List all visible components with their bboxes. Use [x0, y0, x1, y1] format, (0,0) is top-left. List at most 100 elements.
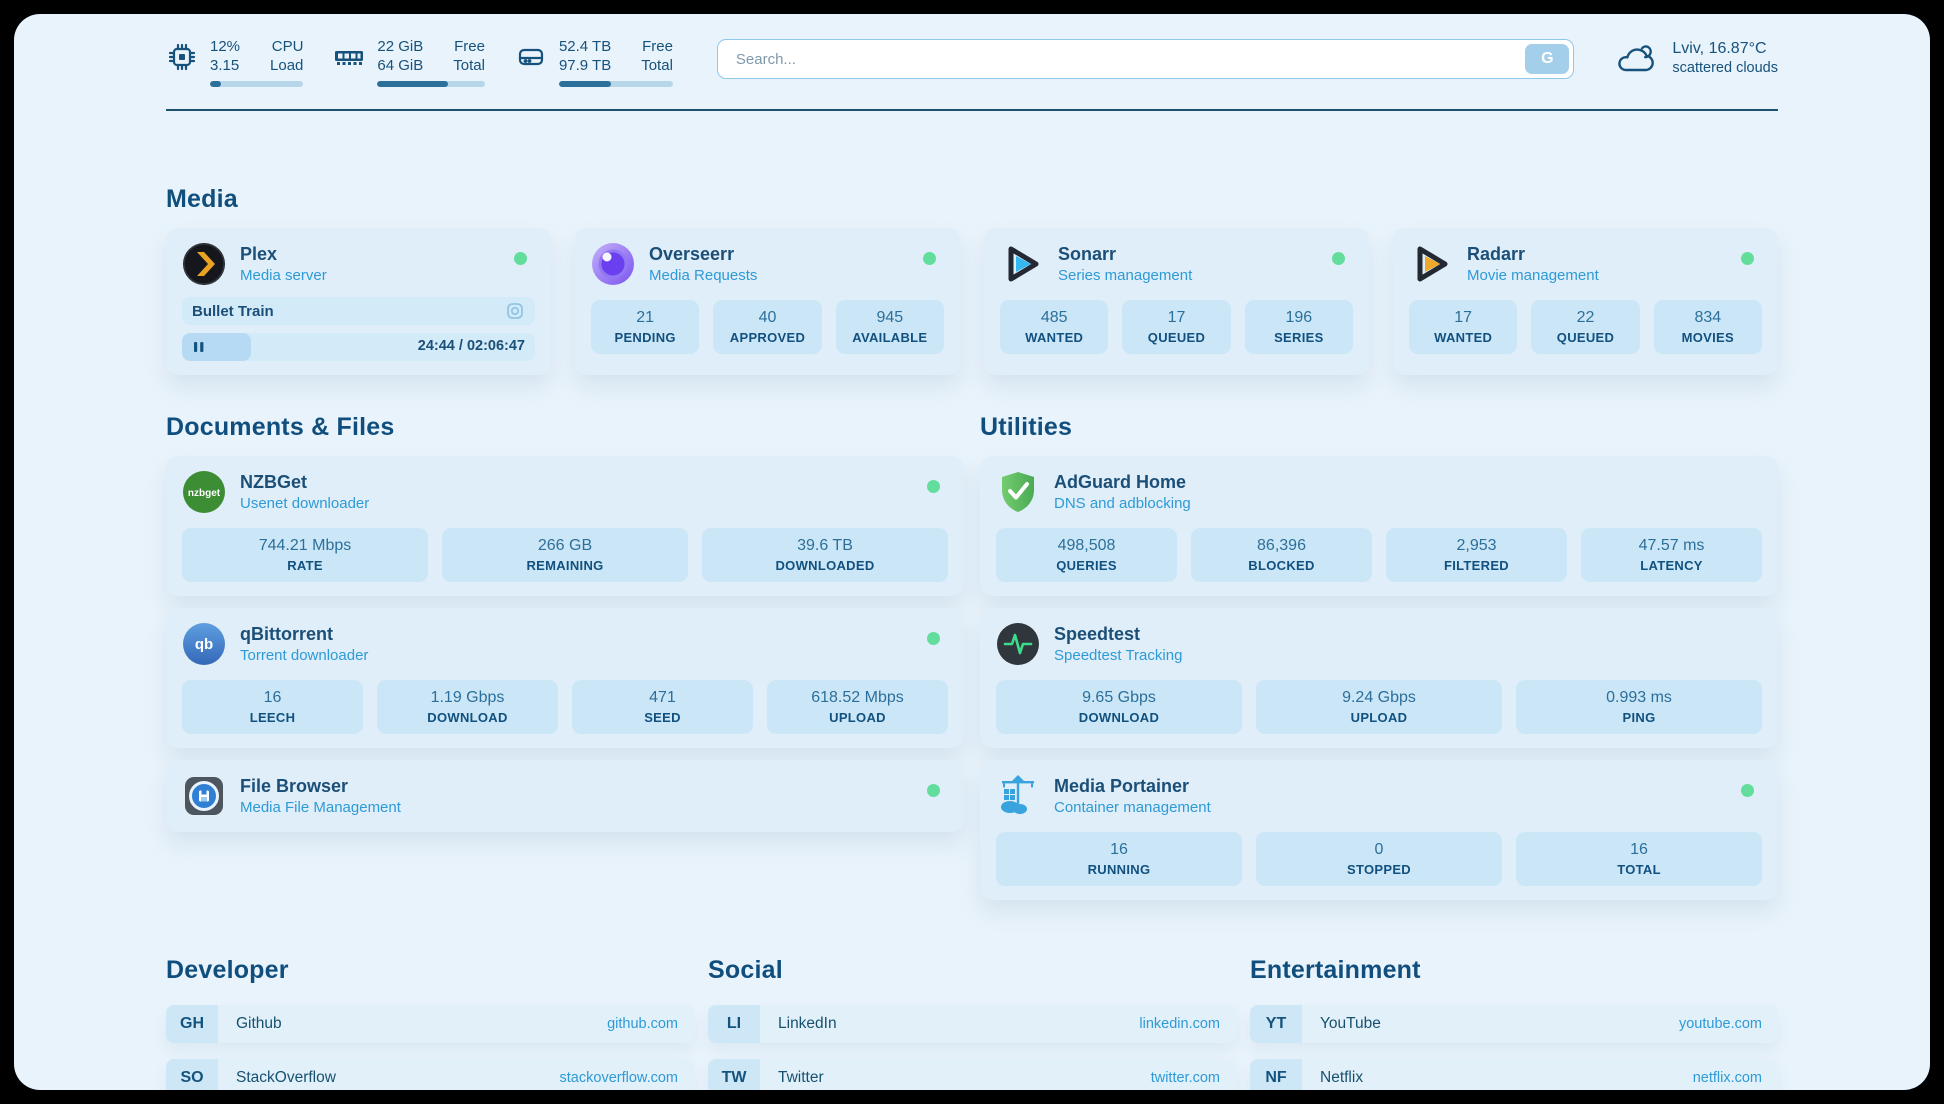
pause-icon — [194, 342, 204, 352]
disk-free-value: 52.4 TB — [558, 38, 612, 55]
stat-label: FILTERED — [1444, 558, 1509, 573]
link-url: stackoverflow.com — [559, 1070, 678, 1086]
card-filebrowser[interactable]: File Browser Media File Management — [166, 760, 964, 832]
stat-label: STOPPED — [1347, 862, 1411, 877]
link-twitter[interactable]: TW Twitter twitter.com — [708, 1059, 1236, 1090]
ram-progress-bar — [377, 81, 485, 87]
stat-label: RATE — [287, 558, 323, 573]
stat-stopped: 0 STOPPED — [1256, 832, 1502, 886]
stat-value: 9.24 Gbps — [1342, 689, 1416, 706]
card-qbittorrent[interactable]: qb qBittorrent Torrent downloader 16 LEE… — [166, 608, 964, 748]
playback-progress-bar: 24:44 / 02:06:47 — [182, 333, 535, 361]
card-title: Speedtest — [1054, 624, 1141, 644]
link-abbr: GH — [166, 1005, 218, 1043]
card-title: Overseerr — [649, 244, 735, 264]
link-netflix[interactable]: NF Netflix netflix.com — [1250, 1059, 1778, 1090]
cpu-progress-bar — [210, 81, 304, 87]
status-online-dot — [927, 632, 940, 645]
stat-label: UPLOAD — [829, 710, 886, 725]
stat-label: MOVIES — [1681, 330, 1734, 345]
card-overseerr[interactable]: Overseerr Media Requests 21 PENDING 40 A… — [575, 228, 960, 375]
status-online-dot — [1332, 252, 1345, 265]
stat-rate: 744.21 Mbps RATE — [182, 528, 428, 582]
card-radarr[interactable]: Radarr Movie management 17 WANTED 22 QUE… — [1393, 228, 1778, 375]
card-title: File Browser — [240, 776, 349, 796]
cpu-label-bottom: Load — [270, 57, 304, 74]
card-sonarr[interactable]: Sonarr Series management 485 WANTED 17 Q… — [984, 228, 1369, 375]
cpu-icon — [168, 43, 196, 71]
header-divider — [166, 109, 1778, 111]
link-stackoverflow[interactable]: SO StackOverflow stackoverflow.com — [166, 1059, 694, 1090]
card-plex[interactable]: Plex Media server Bullet Train — [166, 228, 551, 375]
stat-remaining: 266 GB REMAINING — [442, 528, 688, 582]
stat-label: SEED — [644, 710, 681, 725]
stat-available: 945 AVAILABLE — [835, 300, 944, 354]
stat-value: 17 — [1167, 309, 1186, 326]
disk-progress-bar — [558, 81, 673, 87]
stat-total: 16 TOTAL — [1516, 832, 1762, 886]
weather-location-temp: Lviv, 16.87°C — [1672, 40, 1767, 57]
stat-label: RUNNING — [1087, 862, 1151, 877]
card-title: Sonarr — [1058, 244, 1117, 264]
stat-value: 22 — [1576, 309, 1595, 326]
cpu-stat: 12% CPU 3.15 Load — [166, 37, 304, 87]
section-title-documents: Documents & Files — [166, 413, 395, 441]
card-title: AdGuard Home — [1054, 472, 1187, 492]
search-input[interactable] — [716, 39, 1575, 79]
status-online-dot — [1741, 252, 1754, 265]
card-adguard[interactable]: AdGuard Home DNS and adblocking 498,508 … — [980, 456, 1778, 596]
link-github[interactable]: GH Github github.com — [166, 1005, 694, 1043]
link-youtube[interactable]: YT YouTube youtube.com — [1250, 1005, 1778, 1043]
stat-series: 196 SERIES — [1244, 300, 1353, 354]
section-title-media: Media — [166, 185, 238, 213]
section-social: Social LI LinkedIn linkedin.com TW Twitt… — [708, 956, 1236, 1090]
link-url: youtube.com — [1678, 1016, 1762, 1032]
now-playing-row: Bullet Train — [182, 297, 535, 325]
stat-label: UPLOAD — [1350, 710, 1408, 725]
link-url: netflix.com — [1692, 1070, 1762, 1086]
stat-queued: 22 QUEUED — [1531, 300, 1640, 354]
disk-total-value: 97.9 TB — [558, 57, 612, 74]
link-abbr: NF — [1250, 1059, 1302, 1090]
stat-label: REMAINING — [526, 558, 604, 573]
stat-value: 945 — [876, 309, 904, 326]
card-subtitle: Movie management — [1467, 267, 1599, 284]
radarr-icon — [1417, 246, 1448, 282]
card-nzbget[interactable]: nzbget NZBGet Usenet downloader 744.21 M… — [166, 456, 964, 596]
link-abbr: LI — [708, 1005, 760, 1043]
section-media: Media Plex Media server Bul — [166, 185, 1778, 375]
card-speedtest[interactable]: Speedtest Speedtest Tracking 9.65 Gbps D… — [980, 608, 1778, 748]
stat-value: 196 — [1285, 309, 1313, 326]
stat-label: SERIES — [1274, 330, 1324, 345]
link-linkedin[interactable]: LI LinkedIn linkedin.com — [708, 1005, 1236, 1043]
stat-value: 618.52 Mbps — [811, 689, 904, 706]
stat-label: TOTAL — [1617, 862, 1661, 877]
stat-value: 9.65 Gbps — [1082, 689, 1156, 706]
disk-stat: 52.4 TB Free 97.9 TB Total — [515, 37, 673, 87]
media-type-icon[interactable] — [505, 301, 525, 321]
stat-label: QUEUED — [1556, 330, 1615, 345]
card-subtitle: Torrent downloader — [240, 647, 369, 664]
stat-download: 9.65 Gbps DOWNLOAD — [996, 680, 1242, 734]
search-engine-button[interactable]: G — [1525, 44, 1570, 74]
dashboard-page: 12% CPU 3.15 Load 22 GiB — [14, 14, 1930, 1090]
link-name: Twitter — [778, 1069, 824, 1086]
status-online-dot — [514, 252, 527, 265]
ram-label-bottom: Total — [453, 57, 485, 74]
stat-wanted: 485 WANTED — [1000, 300, 1109, 354]
stat-value: 1.19 Gbps — [430, 689, 505, 706]
stat-value: 39.6 TB — [797, 537, 853, 554]
stat-value: 471 — [649, 689, 676, 706]
stat-latency: 47.57 ms LATENCY — [1581, 528, 1762, 582]
svg-text:qb: qb — [195, 636, 213, 653]
link-url: linkedin.com — [1139, 1016, 1220, 1032]
stat-queued: 17 QUEUED — [1122, 300, 1231, 354]
card-subtitle: Media server — [240, 267, 327, 284]
card-title: NZBGet — [240, 472, 307, 492]
card-portainer[interactable]: Media Portainer Container management 16 … — [980, 760, 1778, 900]
link-name: YouTube — [1320, 1015, 1381, 1032]
stat-filtered: 2,953 FILTERED — [1386, 528, 1567, 582]
stat-value: 0 — [1374, 841, 1384, 858]
stat-value: 16 — [1630, 841, 1648, 858]
